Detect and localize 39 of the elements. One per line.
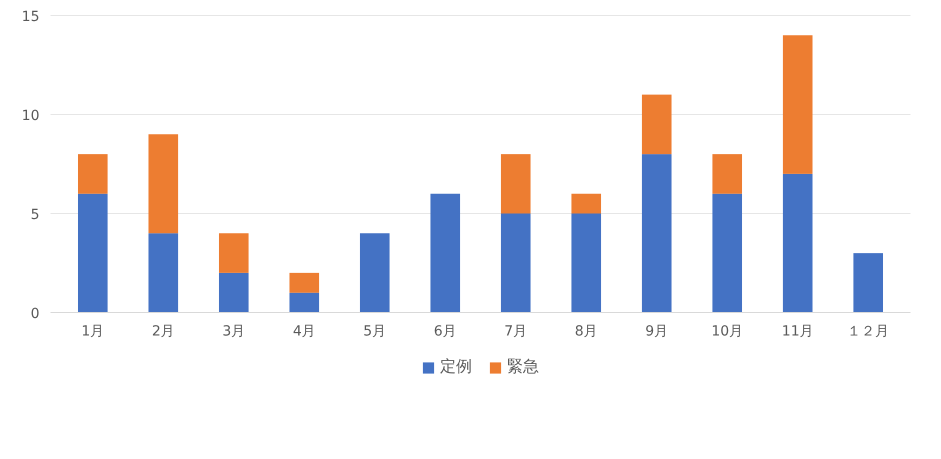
bar <box>571 213 602 312</box>
x-tick-label: 1月 <box>81 324 104 340</box>
x-tick-label: １２月 <box>847 324 890 340</box>
x-tick-label: 8月 <box>574 324 598 340</box>
bar <box>712 154 742 194</box>
bar <box>782 174 813 312</box>
bar <box>289 272 320 293</box>
legend-label: 定例 <box>440 356 472 378</box>
x-tick-label: 4月 <box>292 324 316 340</box>
bar <box>78 154 108 194</box>
bar <box>642 154 672 312</box>
bar <box>148 134 178 234</box>
x-tick-label: 2月 <box>152 324 175 340</box>
legend-label: 緊急 <box>507 356 539 378</box>
x-tick-label: 7月 <box>504 324 528 340</box>
x-tick-label: 9月 <box>645 324 668 340</box>
bar <box>500 213 531 312</box>
bar <box>853 253 884 312</box>
y-tick-label: 10 <box>22 108 40 124</box>
bar <box>642 94 672 154</box>
bar <box>500 154 531 214</box>
bar <box>78 194 108 312</box>
x-tick-label: 5月 <box>363 324 386 340</box>
y-tick-label: 15 <box>22 8 40 25</box>
bar <box>571 194 602 214</box>
x-tick-label: 3月 <box>222 324 246 340</box>
y-tick-label: 5 <box>30 206 40 223</box>
y-tick-label: 0 <box>30 306 40 322</box>
x-tick-label: 11月 <box>782 324 814 340</box>
bar <box>289 292 320 312</box>
bar <box>430 194 460 312</box>
bar <box>360 233 390 312</box>
x-tick-label: 10月 <box>711 324 744 340</box>
x-tick-label: 6月 <box>434 324 457 340</box>
bar <box>712 194 742 312</box>
bar <box>218 272 249 312</box>
bar <box>218 233 249 273</box>
bar <box>148 233 178 312</box>
bar <box>782 35 813 174</box>
